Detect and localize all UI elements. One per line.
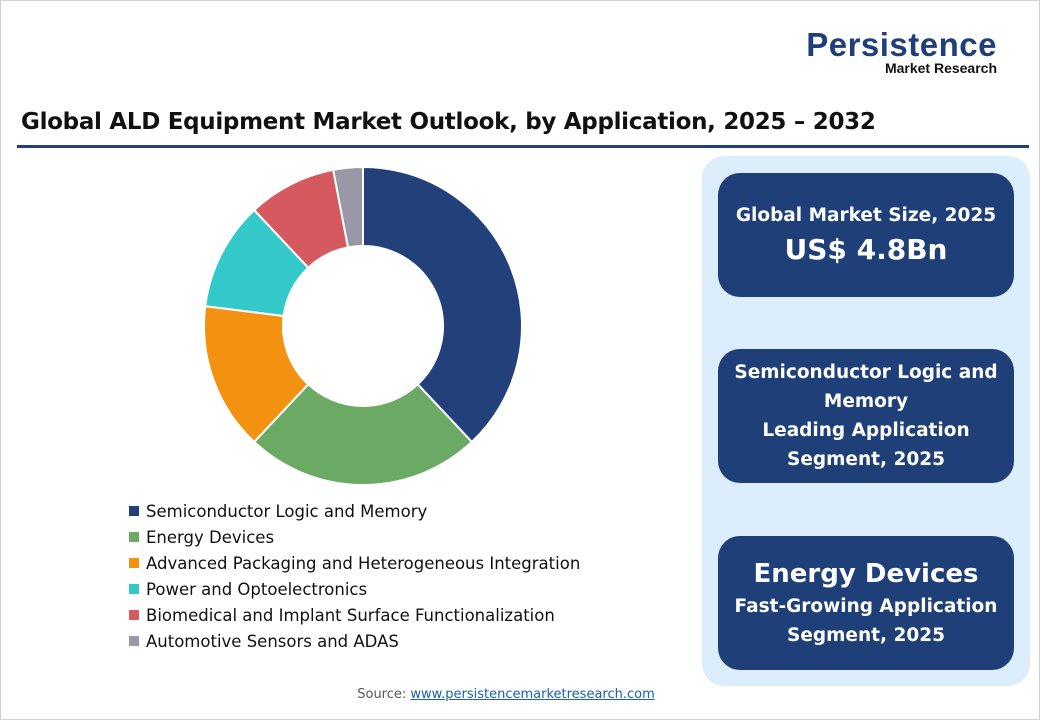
fast-growing-name: Energy Devices (753, 559, 979, 589)
legend-label: Power and Optoelectronics (146, 579, 368, 599)
source-label: Source: (357, 687, 407, 702)
donut-chart (203, 165, 523, 486)
chart-title: Global ALD Equipment Market Outlook, by … (21, 109, 876, 135)
donut-slice-semiconductor-logic-and-memory (362, 165, 523, 444)
legend-swatch (129, 584, 139, 594)
leading-segment-name: Semiconductor Logic and (734, 362, 998, 383)
leading-segment-card: Semiconductor Logic and Memory Leading A… (718, 349, 1014, 483)
legend-item: Biomedical and Implant Surface Functiona… (129, 602, 580, 628)
source: Source: www.persistencemarketresearch.co… (1, 687, 1011, 702)
legend-swatch (129, 636, 139, 646)
logo: Persistence Market Research (806, 26, 997, 76)
legend-item: Power and Optoelectronics (129, 576, 580, 602)
legend-item: Advanced Packaging and Heterogeneous Int… (129, 550, 580, 576)
legend-label: Automotive Sensors and ADAS (146, 631, 399, 651)
fast-growing-card: Energy Devices Fast-Growing Application … (718, 536, 1014, 670)
highlights-panel: Global Market Size, 2025 US$ 4.8Bn Semic… (702, 156, 1030, 686)
title-divider (17, 145, 1029, 148)
legend-item: Energy Devices (129, 524, 580, 550)
fast-growing-year: Segment, 2025 (787, 625, 945, 646)
donut-slice-energy-devices (252, 382, 474, 486)
logo-line2: Market Research (884, 60, 997, 76)
legend-label: Biomedical and Implant Surface Functiona… (146, 605, 555, 625)
legend: Semiconductor Logic and Memory Energy Dev… (129, 498, 580, 654)
legend-label: Energy Devices (146, 527, 275, 547)
legend-item: Semiconductor Logic and Memory (129, 498, 580, 524)
logo-line1: Persistence (806, 26, 997, 63)
legend-swatch (129, 558, 139, 568)
leading-segment-name-2: Memory (823, 391, 909, 412)
legend-label: Semiconductor Logic and Memory (146, 501, 428, 521)
source-link[interactable]: www.persistencemarketresearch.com (410, 687, 655, 702)
market-size-label: Global Market Size, 2025 (735, 204, 997, 226)
donut-slice-automotive-sensors-and-adas (332, 165, 364, 249)
leading-segment-label: Leading Application (762, 420, 970, 441)
leading-segment-year: Segment, 2025 (787, 449, 945, 470)
legend-item: Automotive Sensors and ADAS (129, 628, 580, 654)
fast-growing-label: Fast-Growing Application (734, 596, 998, 617)
market-size-value: US$ 4.8Bn (784, 232, 948, 266)
legend-swatch (129, 506, 139, 516)
legend-swatch (129, 610, 139, 620)
legend-swatch (129, 532, 139, 542)
market-size-card: Global Market Size, 2025 US$ 4.8Bn (718, 173, 1014, 297)
legend-label: Advanced Packaging and Heterogeneous Int… (146, 553, 581, 573)
